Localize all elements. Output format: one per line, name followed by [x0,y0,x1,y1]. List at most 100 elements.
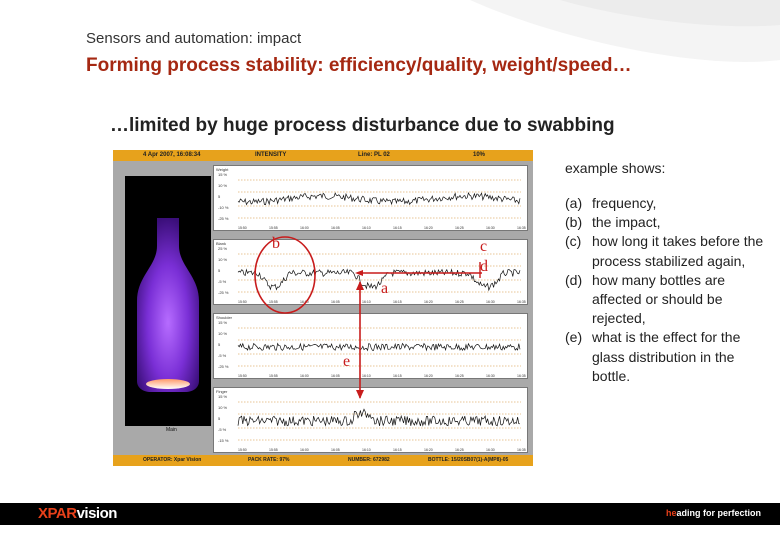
time-tick-label: 16:20 [424,448,433,452]
tagline-highlight: he [666,508,677,518]
slide-headline: …limited by huge process disturbance due… [110,115,615,136]
y-tick-label: -10 % [218,205,229,210]
trend-plot: Shoulder 15 % 10 % 5 -5 % -25 % 15:50 15:55 16:0… [213,313,528,379]
y-tick-label: 10 % [218,183,228,188]
time-tick-label: 16:00 [300,448,309,452]
list-item: (e) what is the effect for the glass dist… [565,328,765,386]
y-tick-label: -25 % [218,364,229,369]
interval-arrow-head [355,270,363,276]
background-decoration [470,0,780,62]
time-tick-label: 16:20 [424,226,433,230]
y-tick-label: -5 % [218,427,227,432]
time-tick-label: 16:05 [331,300,340,304]
trend-line [237,268,521,292]
bottle-image-panel: Main [125,176,211,554]
annotation-a: a [381,280,389,297]
screen-line: Line: PL 02 [358,152,390,158]
plot-name: Shoulder [216,315,233,320]
time-tick-label: 16:00 [300,300,309,304]
bottle-image [125,176,211,426]
screen-pack-rate: PACK RATE: 97% [248,457,290,463]
explanation-panel: example shows: (a) frequency, (b) the impa… [565,160,765,386]
y-tick-label: 10 % [218,257,228,262]
y-tick-label: 15 % [218,172,228,177]
time-tick-label: 15:50 [238,226,247,230]
effect-arrow-head-down [356,390,364,399]
monitor-screenshot: 4 Apr 2007, 16:08:34 INTENSITY Line: PL … [113,150,533,466]
time-tick-label: 16:15 [393,226,402,230]
list-item-text: what is the effect for the glass distrib… [592,329,741,384]
trend-line [237,408,521,427]
list-item-text: how many bottles are affected or should … [592,271,726,327]
panel-intro: example shows: [565,160,666,176]
time-tick-label: 16:30 [486,300,495,304]
plot-name: Finger [216,389,228,394]
effect-arrow-head-up [356,281,364,290]
time-tick-label: 16:25 [455,226,464,230]
screen-footer-bar: OPERATOR: Xpar Vision PACK RATE: 97% NUM… [113,455,533,466]
time-tick-label: 16:05 [331,374,340,378]
trend-plot: Finger 15 % 10 % 5 -5 % -15 % 15:50 15:55 16:00 1… [213,387,528,453]
plot-name: Weight [216,167,229,172]
time-tick-label: 16:35 [517,226,526,230]
list-item-key: (c) [565,233,582,250]
plot-canvas: 15 % 10 % 5 -5 % -15 % 15:50 15:55 16:00 16:05 16… [218,394,526,452]
xparvision-logo: XPARvision [38,505,117,522]
list-item-key: (e) [565,329,583,346]
y-tick-label: 10 % [218,331,228,336]
logo-vision: vision [76,505,118,522]
annotation-b: b [272,235,280,252]
y-tick-label: 5 [218,416,221,421]
y-tick-label: 15 % [218,394,228,399]
annotation-c: c [480,238,488,255]
time-tick-label: 16:35 [517,300,526,304]
list-item: (d) how many bottles are affected or shou… [565,271,765,329]
time-tick-label: 15:55 [269,448,278,452]
plot-canvas: 25 % 10 % 5 -5 % -25 % 15:50 15:55 16:00 16:05 16… [218,246,526,304]
list-item-key: (b) [565,214,583,231]
y-tick-label: 15 % [218,320,228,325]
time-tick-label: 16:20 [424,300,433,304]
time-tick-label: 16:30 [486,448,495,452]
time-tick-label: 16:30 [486,226,495,230]
footer-bar: XPARvision heading for perfection [0,503,780,525]
logo-xpar: XPAR [38,505,77,522]
list-item-text: frequency, [592,195,657,211]
trend-line [237,191,521,206]
screen-pct: 10% [473,152,486,158]
y-tick-label: 25 % [218,246,228,251]
list-item-text: how long it takes before the process sta… [592,233,764,269]
bottle-label: Main [166,427,177,433]
time-tick-label: 15:55 [269,300,278,304]
time-tick-label: 16:15 [393,448,402,452]
time-tick-label: 16:15 [393,374,402,378]
list-item: (c) how long it takes before the process … [565,232,765,270]
screen-date: 4 Apr 2007, 16:08:34 [143,152,201,158]
trend-plot: Weight 15 % 10 % 5 -10 % -25 % 15:50 15:55 16:00… [213,165,528,231]
time-tick-label: 16:10 [362,374,371,378]
time-tick-label: 16:30 [486,374,495,378]
y-tick-label: 5 [218,194,221,199]
trend-line [237,342,521,352]
time-tick-label: 16:10 [362,226,371,230]
screen-mode: INTENSITY [255,152,287,158]
time-tick-label: 16:35 [517,448,526,452]
screen-operator: OPERATOR: Xpar Vision [143,457,202,463]
screen-bottle: BOTTLE: 15/20SB07(1)-A(MP8)-05 [428,457,509,463]
annotation-e: e [343,353,351,370]
time-tick-label: 16:25 [455,300,464,304]
time-tick-label: 16:10 [362,300,371,304]
time-tick-label: 16:05 [331,226,340,230]
time-tick-label: 16:05 [331,448,340,452]
plot-canvas: 15 % 10 % 5 -10 % -25 % 15:50 15:55 16:00 16:05 1… [218,172,526,230]
list-item-text: the impact, [592,214,661,231]
time-tick-label: 15:55 [269,374,278,378]
screen-header-bar: 4 Apr 2007, 16:08:34 INTENSITY Line: PL … [113,150,533,161]
y-tick-label: -15 % [218,438,229,443]
plot-canvas: 15 % 10 % 5 -5 % -25 % 15:50 15:55 16:00 16:05 16… [218,320,526,378]
y-tick-label: -25 % [218,290,229,295]
time-tick-label: 15:50 [238,300,247,304]
time-tick-label: 16:35 [517,374,526,378]
time-tick-label: 16:25 [455,448,464,452]
list-item: (a) frequency, [565,194,765,213]
